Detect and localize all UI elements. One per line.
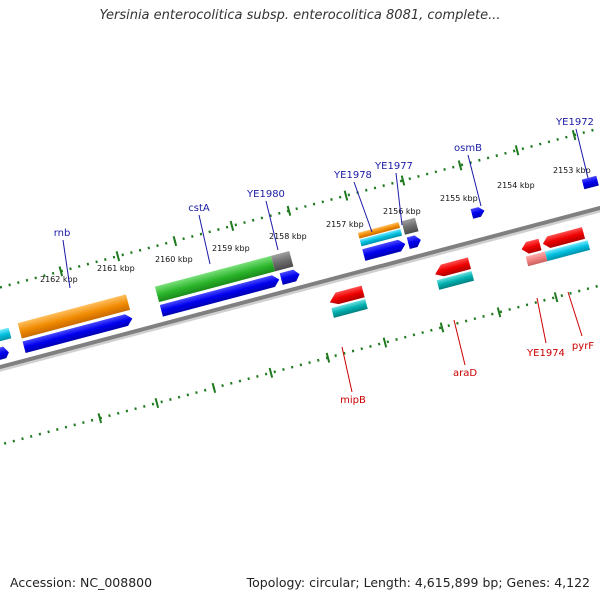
gene-YE1974-red <box>521 238 542 254</box>
leader-pyrF <box>567 291 583 337</box>
cds-fwd-rnb <box>22 314 133 354</box>
label-mipB: mipB <box>340 395 366 406</box>
label-YE1980: YE1980 <box>246 189 285 200</box>
label-osmB: osmB <box>454 143 482 154</box>
gene-YE1977-gray <box>401 217 419 235</box>
label-araD: araD <box>453 368 477 379</box>
gene-YE1974-pink <box>525 251 548 267</box>
gene-fwd-partial-cyan <box>0 327 12 346</box>
cds-fwd-cstA <box>159 275 280 317</box>
cds-fwd-YE1977 <box>406 235 421 250</box>
tick-label-2154: 2154 kbp <box>497 181 535 190</box>
gene-YE1972 <box>581 175 599 190</box>
gene-araD-red <box>435 257 471 277</box>
label-rnb: rnb <box>54 228 71 239</box>
outer-tick-track <box>0 114 600 312</box>
genome-backbone <box>0 188 600 387</box>
major-ticks-inner <box>97 292 559 424</box>
map-title: Yersinia enterocolitica subsp. enterocol… <box>99 8 501 23</box>
leader-YE1974 <box>536 297 547 344</box>
tick-label-2161: 2161 kbp <box>97 264 135 273</box>
gene-YE1978-cyan <box>359 228 403 247</box>
gene-cstA <box>154 255 276 303</box>
label-cstA: cstA <box>188 203 210 214</box>
gene-cstA-end <box>270 251 294 272</box>
tick-label-2162: 2162 kbp <box>40 275 78 284</box>
label-YE1972: YE1972 <box>555 117 594 128</box>
tick-label-2155: 2155 kbp <box>440 194 478 203</box>
gene-pyrF-red <box>542 227 586 249</box>
inner-tick-track <box>0 261 600 459</box>
label-YE1978: YE1978 <box>333 170 372 181</box>
gene-YE1978-orange <box>357 222 401 239</box>
tick-label-2157: 2157 kbp <box>326 220 364 229</box>
leader-YE1980 <box>265 200 279 251</box>
leader-YE1972 <box>575 128 589 179</box>
tick-label-2156: 2156 kbp <box>383 207 421 216</box>
leader-araD <box>453 319 466 366</box>
tick-label-2159: 2159 kbp <box>212 244 250 253</box>
leader-YE1978 <box>353 181 373 233</box>
tick-label-2160: 2160 kbp <box>155 255 193 264</box>
cds-fwd-left <box>0 346 9 363</box>
gene-mipB-teal <box>331 299 368 318</box>
genome-stats: Topology: circular; Length: 4,615,899 bp… <box>246 575 590 590</box>
label-pyrF: pyrF <box>572 341 594 352</box>
label-YE1974: YE1974 <box>526 348 565 359</box>
leader-cstA <box>198 214 211 265</box>
gene-osmB <box>470 207 485 219</box>
leader-osmB <box>467 154 482 207</box>
accession-text: Accession: NC_008800 <box>10 575 153 590</box>
label-YE1977: YE1977 <box>374 161 413 172</box>
leader-mipB <box>341 346 353 393</box>
backbone-shadow <box>0 191 600 390</box>
cds-fwd-YE1978 <box>362 239 406 261</box>
tick-label-2158: 2158 kbp <box>269 232 307 241</box>
cds-fwd-YE1980 <box>279 269 300 285</box>
tick-label-2153: 2153 kbp <box>553 166 591 175</box>
gene-mipB-red <box>329 285 365 305</box>
major-ticks-outer <box>58 130 577 277</box>
gene-rnb <box>17 294 131 339</box>
leader-YE1977 <box>395 172 403 226</box>
gene-araD-teal <box>436 270 475 290</box>
leader-rnb <box>62 239 71 289</box>
gene-pyrF-cyan <box>544 240 591 262</box>
